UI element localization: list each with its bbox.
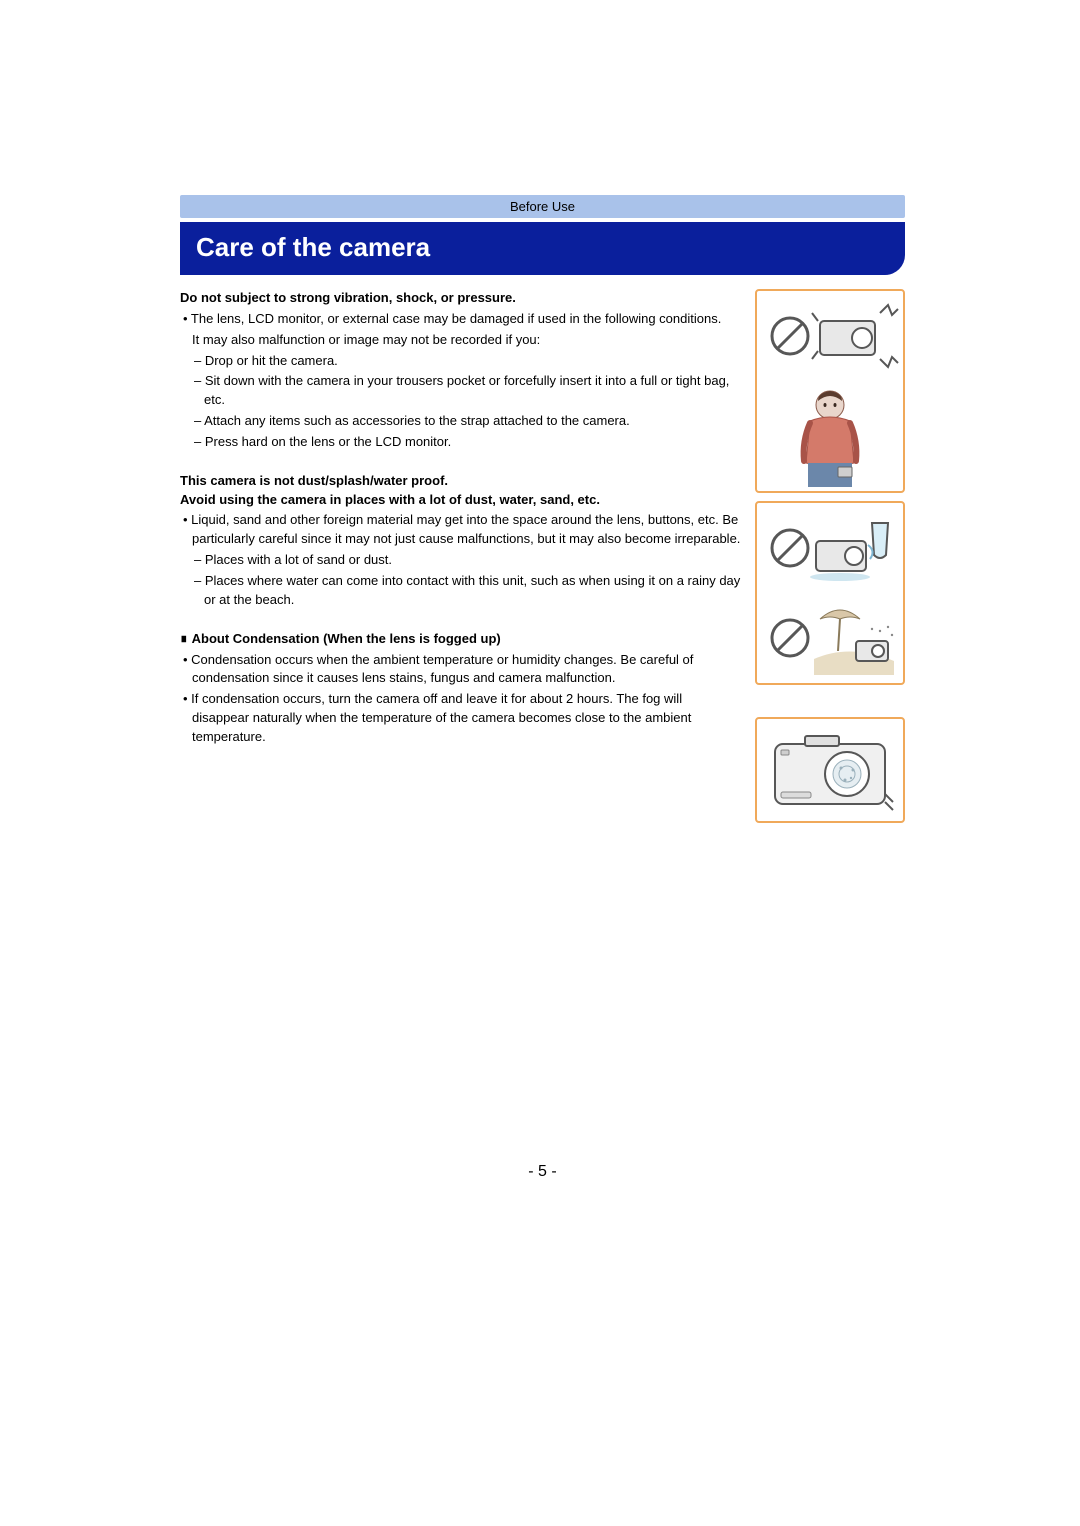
illus-camera-condensation <box>755 717 905 823</box>
illus-group-vibration <box>755 289 905 493</box>
breadcrumb: Before Use <box>180 195 905 218</box>
illus-camera-impact <box>757 291 903 381</box>
illus-person-pocket <box>757 381 903 491</box>
content-area: Do not subject to strong vibration, shoc… <box>180 289 905 823</box>
section2-dash: – Places with a lot of sand or dust. <box>192 551 741 570</box>
section1-heading: Do not subject to strong vibration, shoc… <box>180 289 741 308</box>
illus-prohibit-beach <box>757 593 903 683</box>
illus-group-waterproof <box>755 501 905 685</box>
page-number: - 5 - <box>180 1163 905 1221</box>
text-column: Do not subject to strong vibration, shoc… <box>180 289 741 823</box>
section3-bullet: • If condensation occurs, turn the camer… <box>180 690 741 747</box>
section1-bullet: • The lens, LCD monitor, or external cas… <box>180 310 741 329</box>
square-bullet-icon: ∎ <box>180 631 188 645</box>
section1-dash: – Press hard on the lens or the LCD moni… <box>192 433 741 452</box>
section1-dash: – Drop or hit the camera. <box>192 352 741 371</box>
page-title: Care of the camera <box>180 222 905 275</box>
section3-heading: ∎ About Condensation (When the lens is fo… <box>180 630 741 649</box>
section1-dash: – Sit down with the camera in your trous… <box>192 372 741 410</box>
section1-bullet-cont: It may also malfunction or image may not… <box>180 331 741 350</box>
section3-heading-text: About Condensation (When the lens is fog… <box>192 631 501 646</box>
illus-prohibit-water <box>757 503 903 593</box>
section1-dash: – Attach any items such as accessories t… <box>192 412 741 431</box>
section3-bullet: • Condensation occurs when the ambient t… <box>180 651 741 689</box>
illustration-column <box>755 289 905 823</box>
section2-bullet: • Liquid, sand and other foreign materia… <box>180 511 741 549</box>
section2-dash: – Places where water can come into conta… <box>192 572 741 610</box>
manual-page: Before Use Care of the camera Do not sub… <box>0 0 1080 1221</box>
section2-heading: This camera is not dust/splash/water pro… <box>180 472 741 510</box>
